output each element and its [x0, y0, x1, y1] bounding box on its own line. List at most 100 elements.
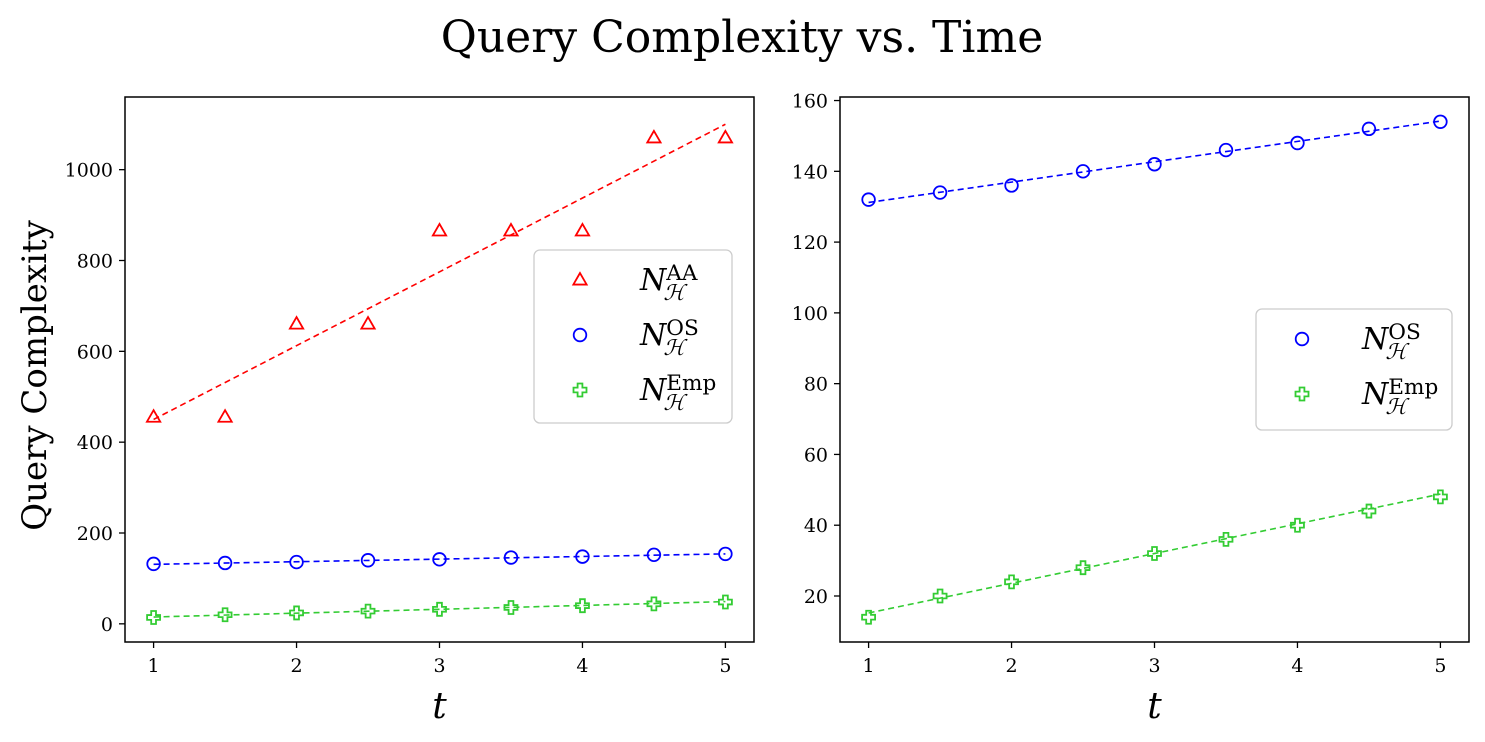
legend-marker-os [1294, 331, 1310, 347]
data-point-os [1147, 157, 1162, 172]
data-point-os [1075, 164, 1091, 179]
data-point-aa [574, 222, 591, 237]
x-tick-label: 2 [290, 655, 302, 677]
legend-label: NOS [639, 316, 699, 353]
y-axis-label: Query Complexity [15, 219, 55, 530]
legend-subscript: ℋ [663, 336, 688, 361]
data-point-os [1218, 142, 1234, 158]
x-tick-label: 3 [433, 655, 445, 677]
data-point-emp [1147, 546, 1162, 561]
data-point-emp [861, 609, 876, 625]
data-point-emp [289, 605, 304, 621]
y-tick-label: 60 [804, 444, 828, 466]
data-point-os [432, 552, 447, 567]
data-point-emp [932, 588, 948, 604]
data-point-os [146, 556, 161, 572]
legend-marker-aa [571, 271, 589, 286]
data-point-aa [359, 315, 377, 330]
data-point-os [718, 546, 733, 562]
legend-marker-emp [572, 382, 588, 398]
fit-line-emp [153, 600, 726, 618]
y-tick-label: 600 [77, 341, 113, 363]
data-point-os [646, 547, 662, 563]
data-point-aa [645, 129, 663, 144]
data-point-aa [717, 129, 734, 144]
legend-subscript: ℋ [1385, 340, 1410, 365]
legend-subscript: ℋ [1385, 395, 1410, 420]
data-point-emp [1361, 503, 1377, 519]
x-axis-label: t [432, 686, 447, 727]
data-point-os [1433, 114, 1448, 129]
data-point-os [503, 550, 519, 565]
data-point-emp [146, 610, 161, 625]
y-tick-label: 160 [792, 91, 828, 113]
x-axis-label: t [1147, 686, 1162, 727]
left-chart-panel: 1 2 3 4 5 0 200 400 600 800 1000 t Query Complexity N… [15, 96, 755, 727]
data-point-os [1361, 121, 1377, 137]
data-point-emp [217, 607, 233, 623]
y-tick-label: 120 [792, 232, 828, 254]
x-tick-label: 1 [863, 655, 875, 677]
legend-marker-os [572, 327, 588, 343]
data-point-emp [1290, 517, 1305, 533]
fit-line-os [868, 120, 1441, 204]
data-point-aa [288, 315, 305, 330]
fit-line-aa [153, 123, 726, 421]
legend-subscript: ℋ [663, 281, 688, 306]
y-tick-label: 40 [804, 515, 828, 537]
data-point-emp [360, 603, 376, 619]
x-tick-label: 2 [1005, 655, 1017, 677]
legend-subscript: ℋ [663, 391, 688, 416]
data-point-emp [1218, 531, 1234, 547]
y-tick-label: 20 [804, 586, 828, 608]
data-point-aa [431, 222, 448, 237]
data-point-os [1004, 178, 1019, 193]
fit-line-os [153, 553, 726, 566]
x-tick-label: 4 [1291, 655, 1303, 677]
legend-label: NAA [639, 261, 698, 298]
figure-title: Query Complexity vs. Time [441, 12, 1044, 63]
y-tick-label: 200 [77, 523, 113, 545]
data-point-os [360, 553, 376, 568]
y-tick-label: 400 [77, 432, 113, 454]
x-tick-label: 4 [576, 655, 588, 677]
data-point-emp [1004, 574, 1019, 590]
data-point-os [1290, 135, 1305, 151]
data-point-emp [1075, 560, 1091, 576]
y-tick-label: 100 [792, 303, 828, 325]
legend-marker-emp [1294, 386, 1310, 402]
legend-label: NEmp [639, 371, 716, 408]
data-point-emp [1433, 489, 1448, 505]
data-point-os [861, 192, 876, 207]
legend-box [1255, 308, 1453, 431]
legend-box [533, 249, 733, 424]
data-point-aa [145, 408, 162, 423]
x-tick-label: 5 [1434, 655, 1446, 677]
data-point-aa [502, 222, 520, 237]
y-tick-label: 1000 [65, 160, 113, 182]
data-point-emp [718, 594, 733, 610]
legend-label: NOS [1361, 320, 1421, 357]
data-point-emp [503, 600, 519, 615]
x-tick-label: 1 [148, 655, 160, 677]
x-tick-label: 5 [719, 655, 731, 677]
data-point-os [289, 554, 304, 570]
data-point-emp [575, 598, 590, 614]
x-tick-label: 3 [1148, 655, 1160, 677]
y-tick-label: 800 [77, 251, 113, 273]
data-point-emp [432, 601, 447, 617]
data-point-os [217, 555, 233, 571]
fit-line-emp [868, 493, 1441, 614]
y-tick-label: 140 [792, 161, 828, 183]
data-point-os [575, 549, 590, 564]
y-tick-label: 80 [804, 374, 828, 396]
data-point-aa [216, 408, 234, 423]
legend-label: NEmp [1361, 375, 1438, 412]
y-tick-label: 0 [101, 614, 113, 636]
data-point-emp [646, 596, 662, 612]
data-point-os [932, 185, 948, 200]
